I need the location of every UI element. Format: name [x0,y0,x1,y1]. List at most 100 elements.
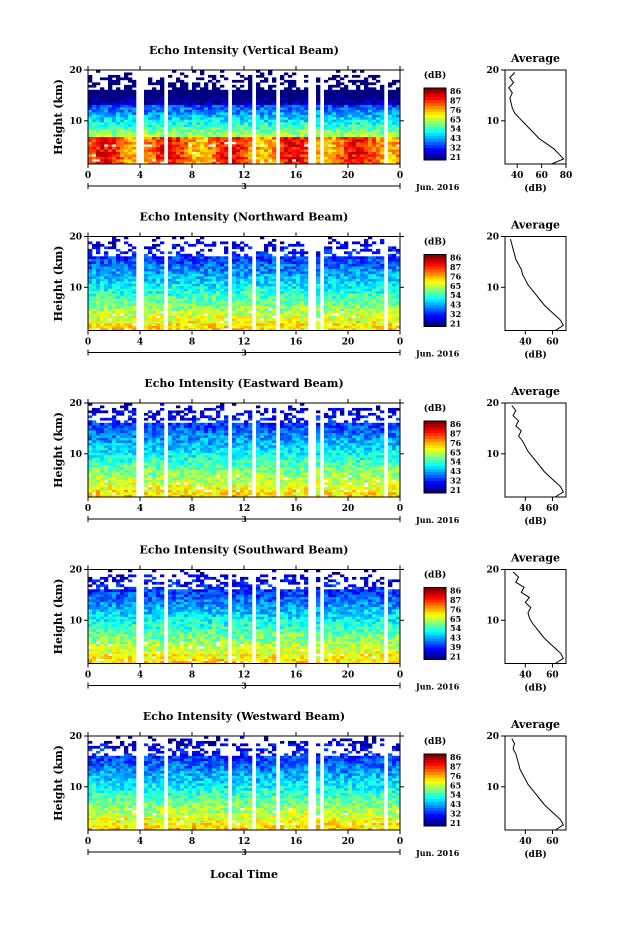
heatmap-cell [148,313,152,316]
heatmap-cell [148,326,152,329]
heatmap-cell [112,75,116,78]
heatmap-cell [224,154,228,157]
heatmap-cell [116,425,120,428]
heatmap-cell [236,115,240,118]
heatmap-cell [88,462,92,465]
heatmap-cell [116,480,120,483]
heatmap-cell [152,137,156,140]
heatmap-cell [160,303,164,306]
heatmap-cell [360,298,364,301]
heatmap-cell [116,492,120,495]
heatmap-cell [144,308,148,311]
heatmap-cell [108,430,112,433]
panel-2: Echo Intensity (Northward Beam)1020Heigh… [52,211,566,361]
heatmap-cell [148,122,152,125]
heatmap-cell [152,117,156,120]
heatmap-cell [380,264,384,267]
heatmap-cell [192,117,196,120]
heatmap-cell [160,271,164,274]
heatmap-cell [100,139,104,142]
heatmap-cell [132,82,136,85]
heatmap-cell [280,313,284,316]
heatmap-cell [332,311,336,314]
heatmap-cell [184,117,188,120]
heatmap-cell [288,159,292,162]
heatmap-cell [268,279,272,282]
heatmap-cell [120,274,124,277]
heatmap-cell [372,105,376,108]
heatmap-cell [360,102,364,105]
heatmap-cell [280,241,284,244]
heatmap-cell [316,80,320,83]
heatmap-cell [368,107,372,110]
heatmap-cell [272,296,276,299]
heatmap-cell [336,281,340,284]
heatmap-cell [392,311,396,314]
heatmap-cell [340,288,344,291]
panel-title: Echo Intensity (Eastward Beam) [144,377,343,390]
heatmap-cell [116,316,120,319]
heatmap-cell [292,323,296,326]
heatmap-cell [116,124,120,127]
heatmap-cell [256,97,260,100]
heatmap-cell [216,149,220,152]
heatmap-cell [380,139,384,142]
heatmap-cell [144,139,148,142]
heatmap-cell [92,124,96,127]
heatmap-cell [188,321,192,324]
heatmap-cell [168,152,172,155]
heatmap-cell [88,301,92,304]
heatmap-cell [144,142,148,145]
heatmap-cell [132,433,136,436]
heatmap-cell [160,142,164,145]
heatmap-cell [248,95,252,98]
heatmap-cell [120,90,124,93]
heatmap-cell [340,269,344,272]
heatmap-cell [336,152,340,155]
heatmap-cell [264,259,268,262]
heatmap-cell [328,264,332,267]
heatmap-cell [132,472,136,475]
heatmap-cell [280,139,284,142]
heatmap-cell [380,102,384,105]
heatmap-cell [196,100,200,103]
heatmap-cell [256,323,260,326]
heatmap-cell [352,266,356,269]
heatmap-cell [92,452,96,455]
heatmap-cell [88,152,92,155]
heatmap-cell [356,119,360,122]
heatmap-cell [300,159,304,162]
heatmap-cell [232,313,236,316]
heatmap-cell [392,129,396,132]
heatmap-cell [260,256,264,259]
heatmap-cell [344,266,348,269]
heatmap-cell [176,129,180,132]
heatmap-cell [224,105,228,108]
heatmap-cell [364,291,368,294]
heatmap-cell [108,77,112,80]
heatmap-cell [208,97,212,100]
heatmap-cell [180,92,184,95]
heatmap-cell [292,112,296,115]
heatmap-cell [216,266,220,269]
heatmap-cell [332,147,336,150]
heatmap-cell [316,144,320,147]
heatmap-cell [112,308,116,311]
heatmap-cell [392,137,396,140]
heatmap-cell [88,259,92,262]
heatmap-cell [356,288,360,291]
heatmap-cell [100,316,104,319]
heatmap-cell [116,105,120,108]
heatmap-cell [224,152,228,155]
heatmap-cell [356,308,360,311]
heatmap-cell [200,264,204,267]
heatmap-cell [380,159,384,162]
heatmap-cell [144,261,148,264]
heatmap-cell [204,112,208,115]
heatmap-cell [96,107,100,110]
heatmap-cell [112,259,116,262]
heatmap-cell [304,274,308,277]
heatmap-cell [208,313,212,316]
heatmap-cell [112,462,116,465]
heatmap-cell [92,129,96,132]
